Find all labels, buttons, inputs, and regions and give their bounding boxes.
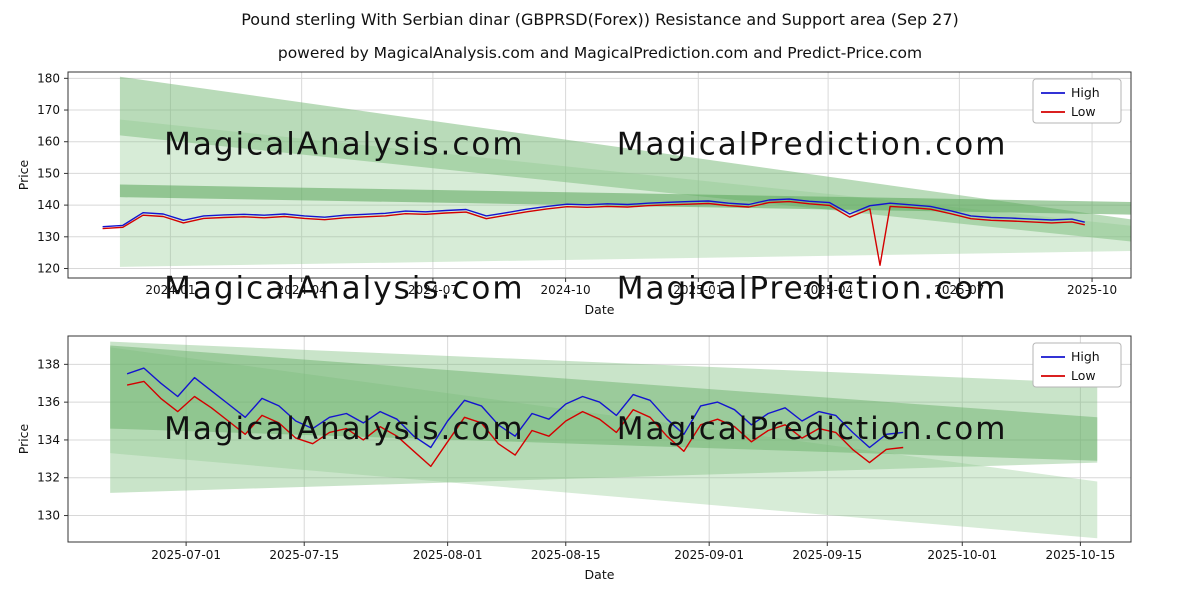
y-tick-label: 134 [37, 433, 60, 447]
x-tick-label: 2025-10 [1067, 283, 1117, 297]
x-tick-label: 2025-10-01 [927, 548, 997, 562]
watermark-text: MagicalPrediction.com [617, 126, 1008, 162]
x-tick-label: 2024-10 [541, 283, 591, 297]
plot-border [67, 71, 1132, 279]
legend-label-high: High [1071, 349, 1100, 364]
plot-area: 2024-01 2024-04 2024-07 2024-10 2025-01 2025-… [16, 71, 1132, 317]
y-tick-label: 180 [37, 71, 60, 85]
y-tick-label: 150 [37, 166, 60, 180]
plot-border [67, 335, 1132, 543]
y-tick-label: 140 [37, 198, 60, 212]
figure-title: Pound sterling With Serbian dinar (GBPRS… [241, 10, 959, 29]
legend-label-low: Low [1071, 368, 1096, 383]
x-axis-label: Date [585, 302, 615, 317]
series-line-low [126, 380, 904, 468]
x-tick-label: 2025-09-15 [792, 548, 862, 562]
series-line-high [102, 198, 1085, 228]
x-tick-label: 2025-04 [803, 283, 853, 297]
price-chart-detail: 2025-07-01 2025-07-15 2025-08-01 2025-08-15… [16, 335, 1132, 582]
x-tick-label: 2024-04 [277, 283, 327, 297]
y-tick-label: 138 [37, 357, 60, 371]
y-tick-label: 120 [37, 261, 60, 275]
y-axis-label: Price [16, 159, 31, 190]
watermark-text: MagicalPrediction.com [617, 411, 1008, 447]
x-tick-label: 2025-01 [673, 283, 723, 297]
x-tick-label: 2025-07-01 [151, 548, 221, 562]
price-chart-overview: 2024-01 2024-04 2024-07 2024-10 2025-01 2025-… [16, 71, 1132, 317]
support-resistance-band [110, 345, 1098, 461]
legend: High Low [1032, 342, 1122, 388]
x-tick-label: 2025-10-15 [1046, 548, 1116, 562]
x-tick-label: 2024-01 [145, 283, 195, 297]
x-tick-label: 2025-08-01 [413, 548, 483, 562]
support-resistance-band [110, 347, 1098, 539]
y-tick-label: 130 [37, 509, 60, 523]
series-line-low [102, 200, 1085, 267]
x-tick-label: 2025-07-15 [269, 548, 339, 562]
y-tick-label: 136 [37, 395, 60, 409]
y-tick-label: 160 [37, 135, 60, 149]
watermark-text: MagicalPrediction.com [617, 271, 1008, 307]
figure-subtitle: powered by MagicalAnalysis.com and Magic… [277, 44, 923, 62]
legend-label-high: High [1071, 85, 1100, 100]
x-tick-label: 2025-07 [934, 283, 984, 297]
y-tick-label: 132 [37, 471, 60, 485]
x-tick-label: 2025-09-01 [674, 548, 744, 562]
watermark-text: MagicalAnalysis.com [164, 411, 524, 447]
plot-area: 2025-07-01 2025-07-15 2025-08-01 2025-08-15… [16, 335, 1132, 582]
series-line-high [126, 367, 904, 449]
watermark-text: MagicalAnalysis.com [164, 271, 524, 307]
legend-label-low: Low [1071, 104, 1096, 119]
y-axis-label: Price [16, 423, 31, 454]
support-resistance-band [110, 341, 1098, 493]
legend: High Low [1032, 78, 1122, 124]
watermark-text: MagicalAnalysis.com [164, 126, 524, 162]
x-tick-label: 2024-07 [408, 283, 458, 297]
y-tick-label: 130 [37, 230, 60, 244]
y-tick-label: 170 [37, 103, 60, 117]
x-axis-label: Date [585, 567, 615, 582]
x-tick-label: 2025-08-15 [531, 548, 601, 562]
support-resistance-band [119, 184, 1132, 215]
